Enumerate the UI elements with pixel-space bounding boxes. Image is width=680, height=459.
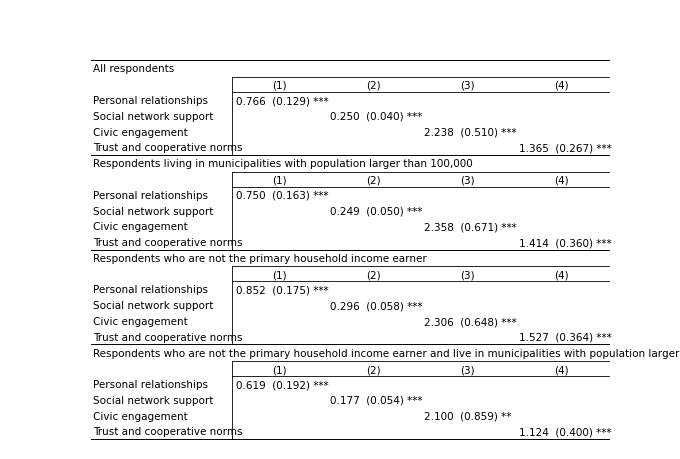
Text: All respondents: All respondents xyxy=(92,64,174,74)
Text: 1.414  (0.360) ***: 1.414 (0.360) *** xyxy=(519,238,611,247)
Text: (4): (4) xyxy=(554,364,569,374)
Text: (4): (4) xyxy=(554,81,569,91)
Text: Social network support: Social network support xyxy=(92,206,213,216)
Text: Respondents living in municipalities with population larger than 100,000: Respondents living in municipalities wit… xyxy=(92,159,473,169)
Text: Civic engagement: Civic engagement xyxy=(92,222,188,232)
Text: Trust and cooperative norms: Trust and cooperative norms xyxy=(92,143,242,153)
Text: (3): (3) xyxy=(460,81,475,91)
Text: 0.249  (0.050) ***: 0.249 (0.050) *** xyxy=(330,206,423,216)
Text: (1): (1) xyxy=(272,175,287,185)
Text: 2.358  (0.671) ***: 2.358 (0.671) *** xyxy=(424,222,517,232)
Text: Personal relationships: Personal relationships xyxy=(92,190,208,200)
Text: Civic engagement: Civic engagement xyxy=(92,411,188,421)
Text: Trust and cooperative norms: Trust and cooperative norms xyxy=(92,332,242,342)
Text: (4): (4) xyxy=(554,175,569,185)
Text: 0.177  (0.054) ***: 0.177 (0.054) *** xyxy=(330,395,423,405)
Text: 0.750  (0.163) ***: 0.750 (0.163) *** xyxy=(236,190,328,200)
Text: Personal relationships: Personal relationships xyxy=(92,96,208,106)
Text: (1): (1) xyxy=(272,81,287,91)
Text: Trust and cooperative norms: Trust and cooperative norms xyxy=(92,238,242,247)
Text: (3): (3) xyxy=(460,175,475,185)
Text: Civic engagement: Civic engagement xyxy=(92,316,188,326)
Text: 0.250  (0.040) ***: 0.250 (0.040) *** xyxy=(330,112,422,122)
Text: (1): (1) xyxy=(272,270,287,280)
Text: Personal relationships: Personal relationships xyxy=(92,285,208,295)
Text: Civic engagement: Civic engagement xyxy=(92,127,188,137)
Text: (2): (2) xyxy=(367,364,381,374)
Text: Respondents who are not the primary household income earner: Respondents who are not the primary hous… xyxy=(92,253,426,263)
Text: Social network support: Social network support xyxy=(92,395,213,405)
Text: (3): (3) xyxy=(460,364,475,374)
Text: (2): (2) xyxy=(367,270,381,280)
Text: Personal relationships: Personal relationships xyxy=(92,379,208,389)
Text: 0.296  (0.058) ***: 0.296 (0.058) *** xyxy=(330,301,423,311)
Text: Social network support: Social network support xyxy=(92,301,213,311)
Text: (4): (4) xyxy=(554,270,569,280)
Text: 0.766  (0.129) ***: 0.766 (0.129) *** xyxy=(236,96,328,106)
Text: 1.527  (0.364) ***: 1.527 (0.364) *** xyxy=(519,332,611,342)
Text: Respondents who are not the primary household income earner and live in municipa: Respondents who are not the primary hous… xyxy=(92,348,680,358)
Text: 2.100  (0.859) **: 2.100 (0.859) ** xyxy=(424,411,512,421)
Text: 0.852  (0.175) ***: 0.852 (0.175) *** xyxy=(236,285,328,295)
Text: (2): (2) xyxy=(367,175,381,185)
Text: 0.619  (0.192) ***: 0.619 (0.192) *** xyxy=(236,379,328,389)
Text: Social network support: Social network support xyxy=(92,112,213,122)
Text: 2.306  (0.648) ***: 2.306 (0.648) *** xyxy=(424,316,517,326)
Text: (1): (1) xyxy=(272,364,287,374)
Text: 2.238  (0.510) ***: 2.238 (0.510) *** xyxy=(424,127,517,137)
Text: (3): (3) xyxy=(460,270,475,280)
Text: 1.124  (0.400) ***: 1.124 (0.400) *** xyxy=(519,426,611,437)
Text: (2): (2) xyxy=(367,81,381,91)
Text: Trust and cooperative norms: Trust and cooperative norms xyxy=(92,426,242,437)
Text: 1.365  (0.267) ***: 1.365 (0.267) *** xyxy=(519,143,611,153)
